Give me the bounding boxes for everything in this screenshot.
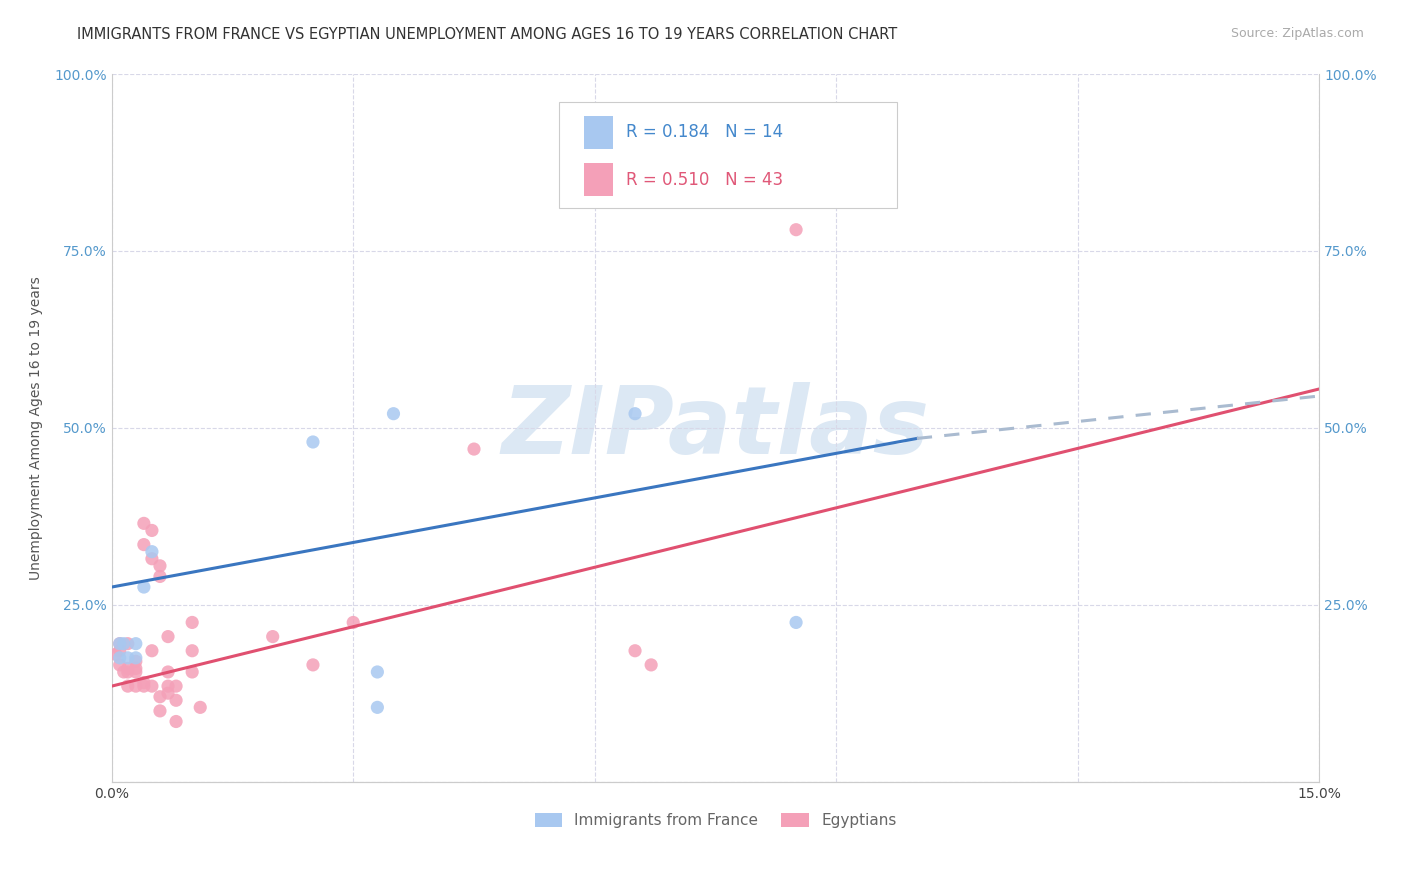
Point (141, 551, 163, 566)
Point (149, 569, 172, 583)
Point (165, 693, 187, 707)
Point (125, 654, 148, 668)
Point (117, 661, 139, 675)
Point (342, 615, 364, 630)
Point (132, 675, 155, 690)
Point (125, 637, 148, 651)
Text: ZIPatlas: ZIPatlas (502, 382, 929, 474)
FancyBboxPatch shape (583, 163, 613, 196)
Point (157, 630, 180, 644)
Point (125, 665, 148, 679)
Point (117, 665, 139, 679)
Point (302, 657, 325, 672)
Text: Source: ZipAtlas.com: Source: ZipAtlas.com (1230, 27, 1364, 40)
Point (157, 686, 180, 700)
Point (117, 650, 139, 665)
Point (141, 679, 163, 693)
FancyBboxPatch shape (558, 103, 897, 209)
Point (149, 690, 172, 704)
Point (108, 650, 131, 665)
Point (104, 648, 127, 662)
Point (117, 637, 139, 651)
Point (262, 630, 284, 644)
Point (108, 644, 131, 658)
Point (302, 435, 325, 450)
Point (785, 615, 807, 630)
Text: R = 0.184   N = 14: R = 0.184 N = 14 (626, 123, 783, 142)
Point (108, 637, 131, 651)
Point (141, 544, 163, 558)
Point (132, 538, 155, 552)
Legend: Immigrants from France, Egyptians: Immigrants from France, Egyptians (529, 807, 903, 834)
Point (132, 580, 155, 594)
Point (188, 700, 211, 714)
Point (640, 657, 662, 672)
Point (108, 637, 131, 651)
Point (108, 657, 131, 672)
Point (112, 665, 135, 679)
Point (181, 665, 204, 679)
Point (624, 407, 647, 421)
FancyBboxPatch shape (583, 116, 613, 149)
Text: IMMIGRANTS FROM FRANCE VS EGYPTIAN UNEMPLOYMENT AMONG AGES 16 TO 19 YEARS CORREL: IMMIGRANTS FROM FRANCE VS EGYPTIAN UNEMP… (77, 27, 897, 42)
Point (157, 679, 180, 693)
Point (149, 558, 172, 573)
Point (165, 679, 187, 693)
Point (785, 223, 807, 237)
Point (463, 442, 485, 456)
Y-axis label: Unemployment Among Ages 16 to 19 years: Unemployment Among Ages 16 to 19 years (30, 276, 44, 580)
Point (624, 644, 647, 658)
Point (366, 665, 388, 679)
Point (141, 644, 163, 658)
Point (181, 615, 204, 630)
Point (181, 644, 204, 658)
Point (165, 714, 187, 729)
Point (157, 665, 180, 679)
Point (125, 679, 148, 693)
Point (382, 407, 405, 421)
Point (117, 679, 139, 693)
Text: R = 0.510   N = 43: R = 0.510 N = 43 (626, 170, 783, 189)
Point (125, 661, 148, 675)
Point (366, 700, 388, 714)
Point (141, 524, 163, 538)
Point (149, 704, 172, 718)
Point (132, 679, 155, 693)
Point (132, 516, 155, 531)
Point (112, 637, 135, 651)
Point (125, 650, 148, 665)
